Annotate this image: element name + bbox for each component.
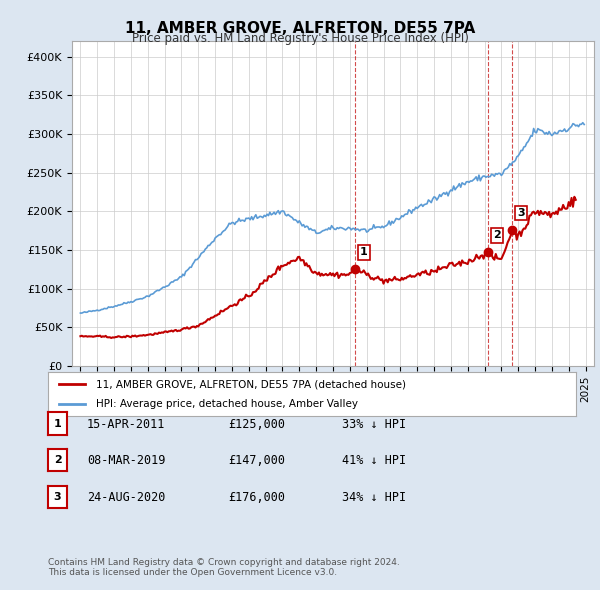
Text: 3: 3 — [54, 492, 61, 502]
Text: 1: 1 — [54, 419, 61, 428]
Text: 11, AMBER GROVE, ALFRETON, DE55 7PA (detached house): 11, AMBER GROVE, ALFRETON, DE55 7PA (det… — [95, 379, 406, 389]
Text: £125,000: £125,000 — [228, 418, 285, 431]
Text: 1: 1 — [360, 247, 368, 257]
Text: 2: 2 — [54, 455, 61, 465]
Text: £147,000: £147,000 — [228, 454, 285, 467]
Text: 08-MAR-2019: 08-MAR-2019 — [87, 454, 166, 467]
Text: 41% ↓ HPI: 41% ↓ HPI — [342, 454, 406, 467]
Text: 15-APR-2011: 15-APR-2011 — [87, 418, 166, 431]
Text: 2: 2 — [493, 230, 500, 240]
Text: HPI: Average price, detached house, Amber Valley: HPI: Average price, detached house, Ambe… — [95, 399, 358, 408]
Text: Contains HM Land Registry data © Crown copyright and database right 2024.
This d: Contains HM Land Registry data © Crown c… — [48, 558, 400, 577]
Text: 24-AUG-2020: 24-AUG-2020 — [87, 491, 166, 504]
Text: Price paid vs. HM Land Registry's House Price Index (HPI): Price paid vs. HM Land Registry's House … — [131, 32, 469, 45]
Text: 33% ↓ HPI: 33% ↓ HPI — [342, 418, 406, 431]
Text: £176,000: £176,000 — [228, 491, 285, 504]
Text: 34% ↓ HPI: 34% ↓ HPI — [342, 491, 406, 504]
Text: 3: 3 — [517, 208, 525, 218]
Text: 11, AMBER GROVE, ALFRETON, DE55 7PA: 11, AMBER GROVE, ALFRETON, DE55 7PA — [125, 21, 475, 35]
